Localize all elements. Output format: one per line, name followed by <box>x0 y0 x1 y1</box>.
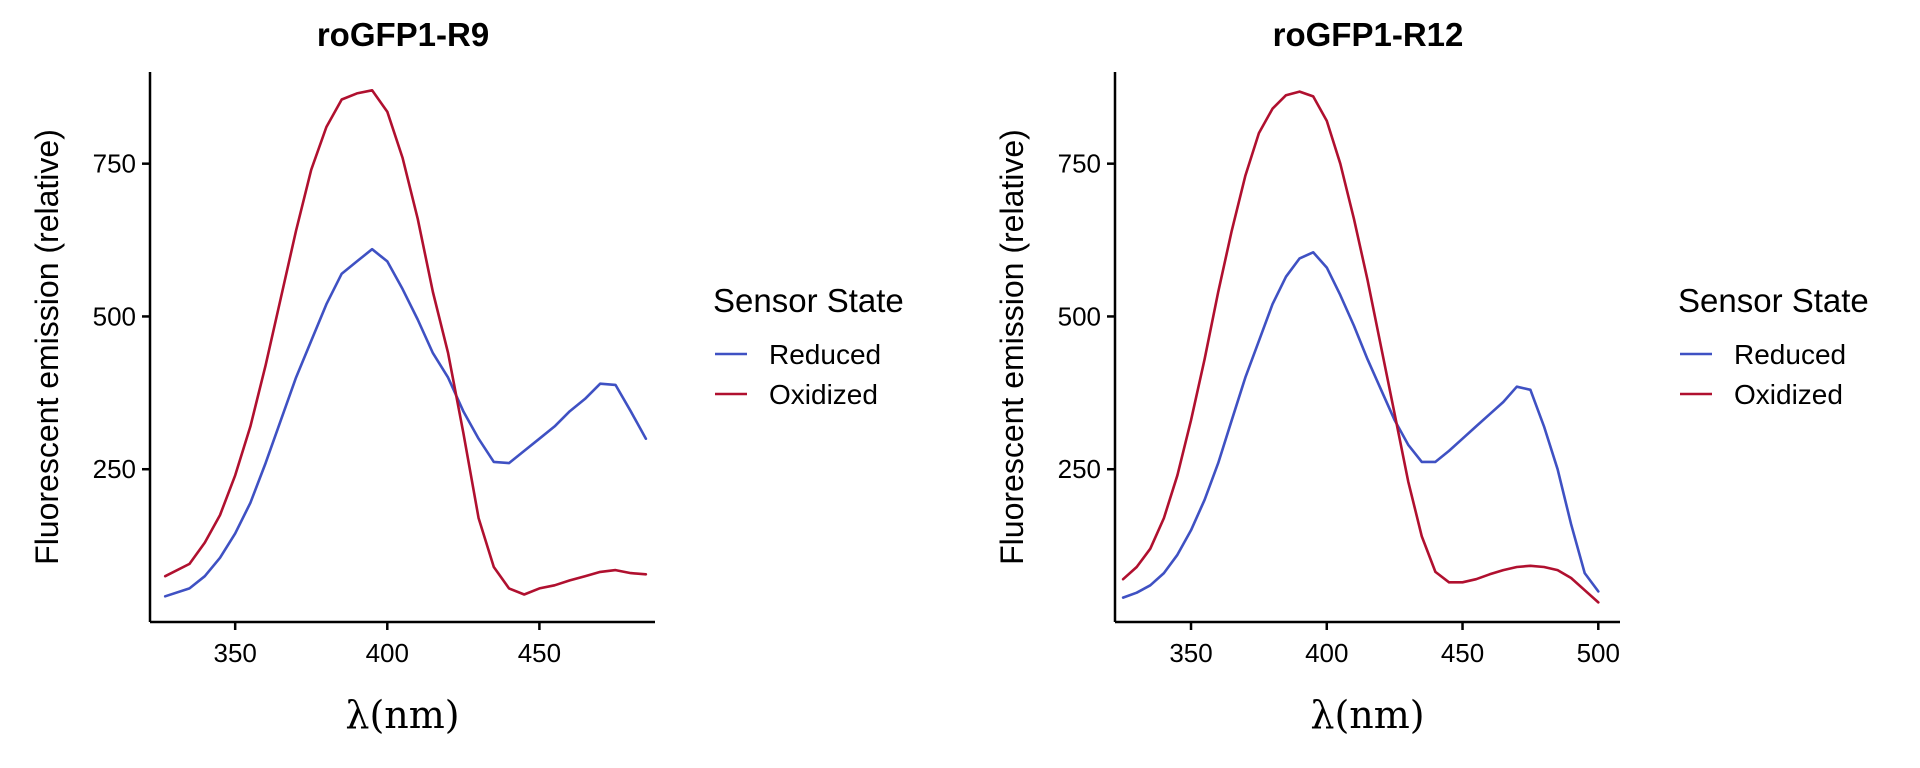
x-axis-label: λ(nm) <box>345 693 459 737</box>
x-tick-label: 350 <box>1169 638 1212 668</box>
x-axis-label: λ(nm) <box>1310 693 1424 737</box>
chart-title: roGFP1-R9 <box>317 16 489 53</box>
y-tick-label: 750 <box>93 149 136 179</box>
y-tick-label: 250 <box>93 454 136 484</box>
chart-panel-2: roGFP1-R12 250 500 750 350 400 450 500 Fluoresce… <box>994 16 1869 737</box>
x-tick-label: 400 <box>366 638 409 668</box>
x-tick-label: 450 <box>1441 638 1484 668</box>
series-line-oxidized <box>163 89 648 596</box>
series-line-reduced <box>1121 251 1600 599</box>
legend-label-reduced: Reduced <box>769 339 881 370</box>
legend-title: Sensor State <box>1678 282 1869 319</box>
chart-title: roGFP1-R12 <box>1273 16 1464 53</box>
y-tick-label: 500 <box>1058 301 1101 331</box>
series-line-reduced <box>163 247 648 598</box>
legend-label-oxidized: Oxidized <box>1734 379 1843 410</box>
chart-panel-1: roGFP1-R9 250 500 750 350 400 450 Fluorescent e… <box>29 16 904 737</box>
legend-label-oxidized: Oxidized <box>769 379 878 410</box>
y-axis-label: Fluorescent emission (relative) <box>29 129 65 565</box>
x-tick-label: 400 <box>1305 638 1348 668</box>
legend-label-reduced: Reduced <box>1734 339 1846 370</box>
legend-title: Sensor State <box>713 282 904 319</box>
legend: Sensor State Reduced Oxidized <box>1678 282 1869 410</box>
y-tick-label: 250 <box>1058 454 1101 484</box>
y-tick-label: 500 <box>93 301 136 331</box>
x-tick-label: 350 <box>213 638 256 668</box>
x-tick-label: 500 <box>1577 638 1620 668</box>
legend: Sensor State Reduced Oxidized <box>713 282 904 410</box>
series-line-oxidized <box>1121 90 1600 604</box>
y-tick-label: 750 <box>1058 149 1101 179</box>
y-axis-label: Fluorescent emission (relative) <box>994 129 1030 565</box>
x-tick-label: 450 <box>518 638 561 668</box>
